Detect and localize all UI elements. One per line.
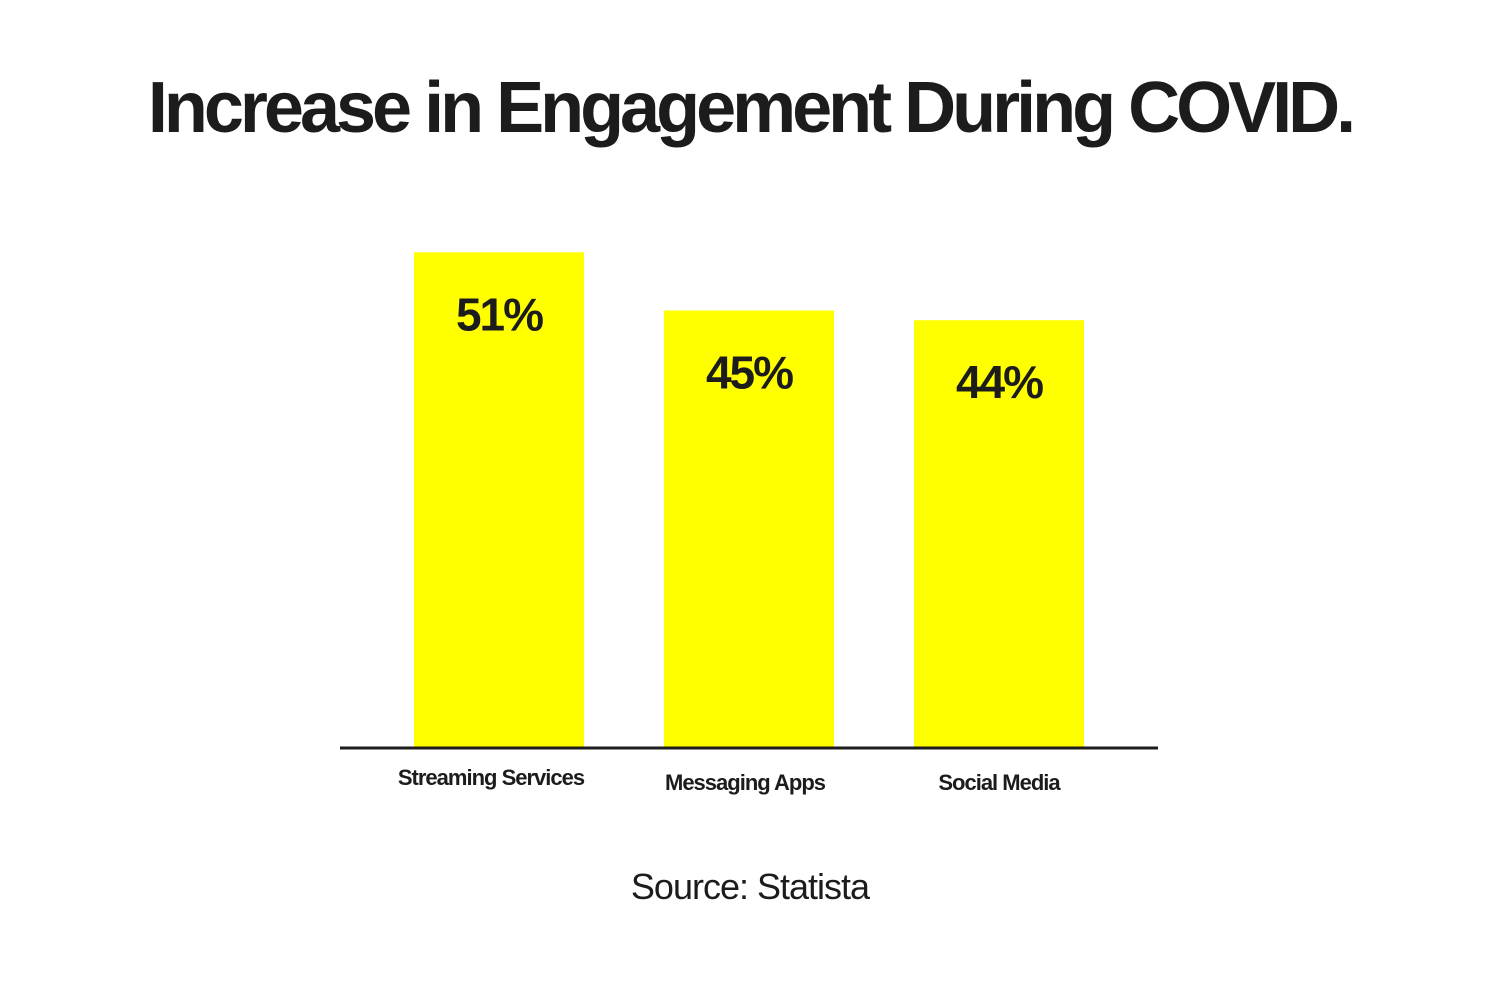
value-label-streaming-services: 51% [456, 288, 543, 340]
bars-group: 51% 45% 44% [414, 252, 1084, 748]
category-label-social-media: Social Media [938, 770, 1061, 795]
category-label-messaging-apps: Messaging Apps [665, 770, 826, 795]
bar-messaging-apps [664, 310, 834, 747]
category-labels-group: Streaming Services Messaging Apps Social M… [398, 765, 1063, 795]
value-label-messaging-apps: 45% [706, 347, 793, 399]
bar-streaming-services [414, 252, 584, 748]
chart-title: Increase in Engagement During COVID. [147, 68, 1356, 148]
value-label-social-media: 44% [956, 356, 1043, 408]
category-label-streaming-services: Streaming Services [398, 765, 585, 790]
bar-social-media [914, 320, 1084, 747]
source-note: Source: Statista [630, 866, 870, 907]
